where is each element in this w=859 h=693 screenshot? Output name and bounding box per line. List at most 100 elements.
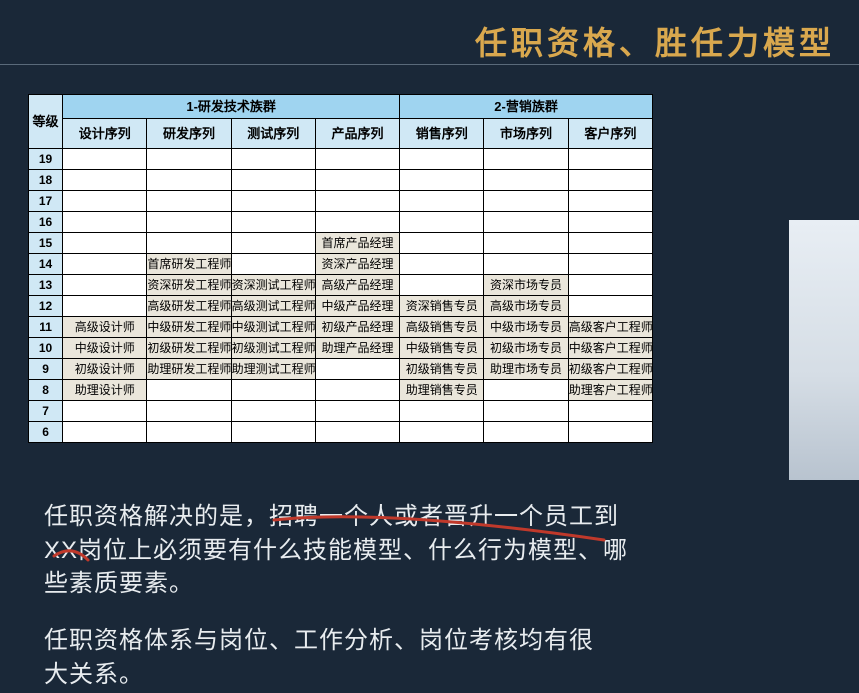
paragraph-1: 任职资格解决的是，招聘一个人或者晋升一个员工到XX岗位上必须要有什么技能模型、什… — [44, 500, 644, 601]
data-cell — [568, 401, 652, 422]
col-product: 产品序列 — [315, 119, 399, 149]
data-cell: 资深销售专员 — [400, 296, 484, 317]
data-cell — [231, 212, 315, 233]
data-cell: 高级研发工程师 — [147, 296, 231, 317]
data-cell: 高级设计师 — [63, 317, 147, 338]
data-cell: 助理设计师 — [63, 380, 147, 401]
data-cell — [63, 296, 147, 317]
level-cell: 18 — [29, 170, 63, 191]
data-cell — [147, 422, 231, 443]
data-cell: 助理测试工程师 — [231, 359, 315, 380]
table-row: 14首席研发工程师资深产品经理 — [29, 254, 653, 275]
data-cell — [315, 422, 399, 443]
table-row: 17 — [29, 191, 653, 212]
level-cell: 13 — [29, 275, 63, 296]
data-cell: 初级研发工程师 — [147, 338, 231, 359]
data-cell — [484, 380, 568, 401]
data-cell — [400, 401, 484, 422]
data-cell — [568, 275, 652, 296]
data-cell — [568, 254, 652, 275]
data-cell — [147, 233, 231, 254]
data-cell — [63, 401, 147, 422]
data-cell — [315, 191, 399, 212]
data-cell — [484, 422, 568, 443]
data-cell — [568, 422, 652, 443]
data-cell — [231, 170, 315, 191]
data-cell: 初级设计师 — [63, 359, 147, 380]
data-cell — [568, 191, 652, 212]
level-cell: 17 — [29, 191, 63, 212]
data-cell: 初级市场专员 — [484, 338, 568, 359]
data-cell — [231, 149, 315, 170]
data-cell — [484, 254, 568, 275]
table-row: 18 — [29, 170, 653, 191]
data-cell — [315, 380, 399, 401]
data-cell — [400, 275, 484, 296]
paragraph-2: 任职资格体系与岗位、工作分析、岗位考核均有很大关系。 — [44, 624, 604, 691]
data-cell — [147, 380, 231, 401]
data-cell — [484, 401, 568, 422]
level-cell: 15 — [29, 233, 63, 254]
level-header: 等级 — [29, 95, 63, 149]
data-cell — [568, 212, 652, 233]
data-cell: 中级销售专员 — [400, 338, 484, 359]
data-cell: 中级产品经理 — [315, 296, 399, 317]
level-cell: 6 — [29, 422, 63, 443]
data-cell: 资深测试工程师 — [231, 275, 315, 296]
level-cell: 12 — [29, 296, 63, 317]
table-row: 11高级设计师中级研发工程师中级测试工程师初级产品经理高级销售专员中级市场专员高… — [29, 317, 653, 338]
data-cell — [231, 233, 315, 254]
table-row: 12高级研发工程师高级测试工程师中级产品经理资深销售专员高级市场专员 — [29, 296, 653, 317]
data-cell — [484, 149, 568, 170]
data-cell: 助理产品经理 — [315, 338, 399, 359]
data-cell — [63, 149, 147, 170]
data-cell — [63, 170, 147, 191]
data-cell: 初级客户工程师 — [568, 359, 652, 380]
col-market: 市场序列 — [484, 119, 568, 149]
data-cell — [147, 170, 231, 191]
data-cell — [484, 233, 568, 254]
data-cell — [315, 149, 399, 170]
qualification-table-wrap: 等级 1-研发技术族群 2-营销族群 设计序列 研发序列 测试序列 产品序列 销… — [28, 94, 653, 443]
data-cell: 高级客户工程师 — [568, 317, 652, 338]
data-cell — [147, 212, 231, 233]
level-cell: 9 — [29, 359, 63, 380]
table-row: 19 — [29, 149, 653, 170]
table-row: 10中级设计师初级研发工程师初级测试工程师助理产品经理中级销售专员初级市场专员中… — [29, 338, 653, 359]
data-cell — [315, 401, 399, 422]
col-test: 测试序列 — [231, 119, 315, 149]
table-row: 16 — [29, 212, 653, 233]
data-cell: 中级研发工程师 — [147, 317, 231, 338]
data-cell: 初级产品经理 — [315, 317, 399, 338]
group-header-rd: 1-研发技术族群 — [63, 95, 400, 119]
data-cell: 中级测试工程师 — [231, 317, 315, 338]
data-cell: 助理研发工程师 — [147, 359, 231, 380]
data-cell — [63, 191, 147, 212]
data-cell — [63, 233, 147, 254]
presenter-webcam — [789, 220, 859, 480]
data-cell — [400, 191, 484, 212]
data-cell: 助理销售专员 — [400, 380, 484, 401]
data-cell: 资深研发工程师 — [147, 275, 231, 296]
data-cell: 高级市场专员 — [484, 296, 568, 317]
data-cell — [568, 170, 652, 191]
table-row: 15首席产品经理 — [29, 233, 653, 254]
title-divider — [0, 64, 859, 65]
data-cell — [147, 149, 231, 170]
data-cell — [568, 149, 652, 170]
data-cell: 中级市场专员 — [484, 317, 568, 338]
level-cell: 8 — [29, 380, 63, 401]
col-customer: 客户序列 — [568, 119, 652, 149]
column-header-row: 设计序列 研发序列 测试序列 产品序列 销售序列 市场序列 客户序列 — [29, 119, 653, 149]
data-cell: 高级产品经理 — [315, 275, 399, 296]
group-header-sales: 2-营销族群 — [400, 95, 653, 119]
data-cell — [231, 422, 315, 443]
data-cell: 中级客户工程师 — [568, 338, 652, 359]
data-cell: 初级销售专员 — [400, 359, 484, 380]
level-cell: 11 — [29, 317, 63, 338]
data-cell — [63, 254, 147, 275]
data-cell — [568, 296, 652, 317]
level-cell: 19 — [29, 149, 63, 170]
data-cell: 助理客户工程师 — [568, 380, 652, 401]
data-cell — [63, 275, 147, 296]
